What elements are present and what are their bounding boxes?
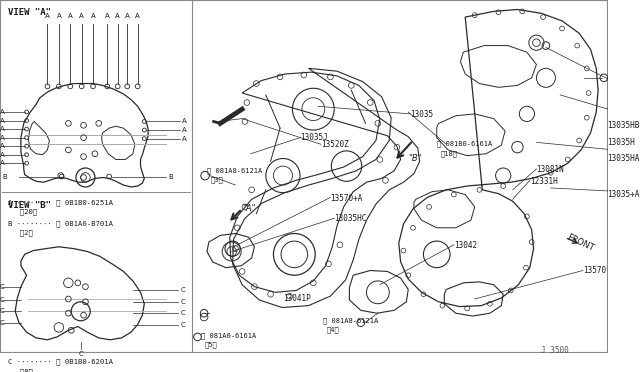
Text: 13520Z: 13520Z [321,141,349,150]
Text: B: B [168,173,173,180]
Text: C: C [0,308,4,314]
Text: 13035HC: 13035HC [334,215,367,224]
Text: C: C [78,351,83,357]
Text: 13035HA: 13035HA [607,154,640,163]
Text: （3）: （3） [211,177,223,183]
Text: （5）: （5） [205,341,218,348]
Text: "B": "B" [408,154,422,163]
Text: A: A [135,13,140,19]
Text: 13042: 13042 [454,241,477,250]
Text: A: A [0,135,4,141]
Text: A: A [68,13,72,19]
Text: "A": "A" [242,204,255,213]
Text: A: A [0,152,4,158]
Text: A: A [56,13,61,19]
Text: 13035H: 13035H [607,138,636,147]
Text: VIEW "A": VIEW "A" [8,7,51,17]
Text: C: C [180,310,185,316]
Text: （4）: （4） [326,327,339,333]
Text: A: A [105,13,109,19]
Text: Ⓑ 081A8-6121A: Ⓑ 081A8-6121A [207,167,262,174]
Text: A: A [91,13,95,19]
Text: Ⓑ 081A0-6161A: Ⓑ 081A0-6161A [201,332,257,339]
Text: C: C [180,288,185,294]
Text: 13570+A: 13570+A [330,193,363,203]
Text: 13570: 13570 [583,266,606,275]
Text: 〚20〛: 〚20〛 [12,209,38,215]
Text: Ⓑ 081A8-6121A: Ⓑ 081A8-6121A [323,317,378,324]
Text: A: A [125,13,129,19]
Text: A: A [0,118,4,124]
Text: Ⓑ 081B0-6161A: Ⓑ 081B0-6161A [436,141,492,147]
Text: C: C [180,322,185,328]
Text: VIEW "B": VIEW "B" [8,201,51,210]
Text: FRONT: FRONT [565,232,595,253]
Text: A: A [182,127,187,133]
Text: 12331H: 12331H [530,177,557,186]
Text: C: C [0,320,4,326]
Text: A: A [0,143,4,149]
Text: 13035: 13035 [410,110,433,119]
Text: A: A [182,119,187,125]
Text: A ········ Ⓑ 0B1B0-6251A: A ········ Ⓑ 0B1B0-6251A [8,199,113,206]
Text: A: A [0,109,4,115]
Text: 13081N: 13081N [536,165,564,174]
Text: B: B [2,173,6,180]
Text: 〚8〛: 〚8〛 [12,368,33,372]
Text: C: C [0,297,4,303]
Text: 13035J: 13035J [300,133,328,142]
Text: C: C [0,283,4,290]
Text: C ········ Ⓑ 0B1B0-6201A: C ········ Ⓑ 0B1B0-6201A [8,359,113,365]
Text: A: A [115,13,120,19]
Text: C: C [180,299,185,305]
Text: 13035HB: 13035HB [607,122,640,131]
Text: B ········ Ⓑ 0B1A0-B701A: B ········ Ⓑ 0B1A0-B701A [8,220,113,227]
Text: A: A [0,126,4,132]
Text: 13035+A: 13035+A [607,190,640,199]
Text: 13041P: 13041P [283,294,310,303]
Text: A: A [45,13,50,19]
Text: J 3500: J 3500 [541,346,569,355]
Text: A: A [182,135,187,142]
Text: （18）: （18） [440,150,458,157]
Text: A: A [79,13,84,19]
Text: A: A [0,160,4,166]
Text: 〚2〛: 〚2〛 [12,230,33,236]
